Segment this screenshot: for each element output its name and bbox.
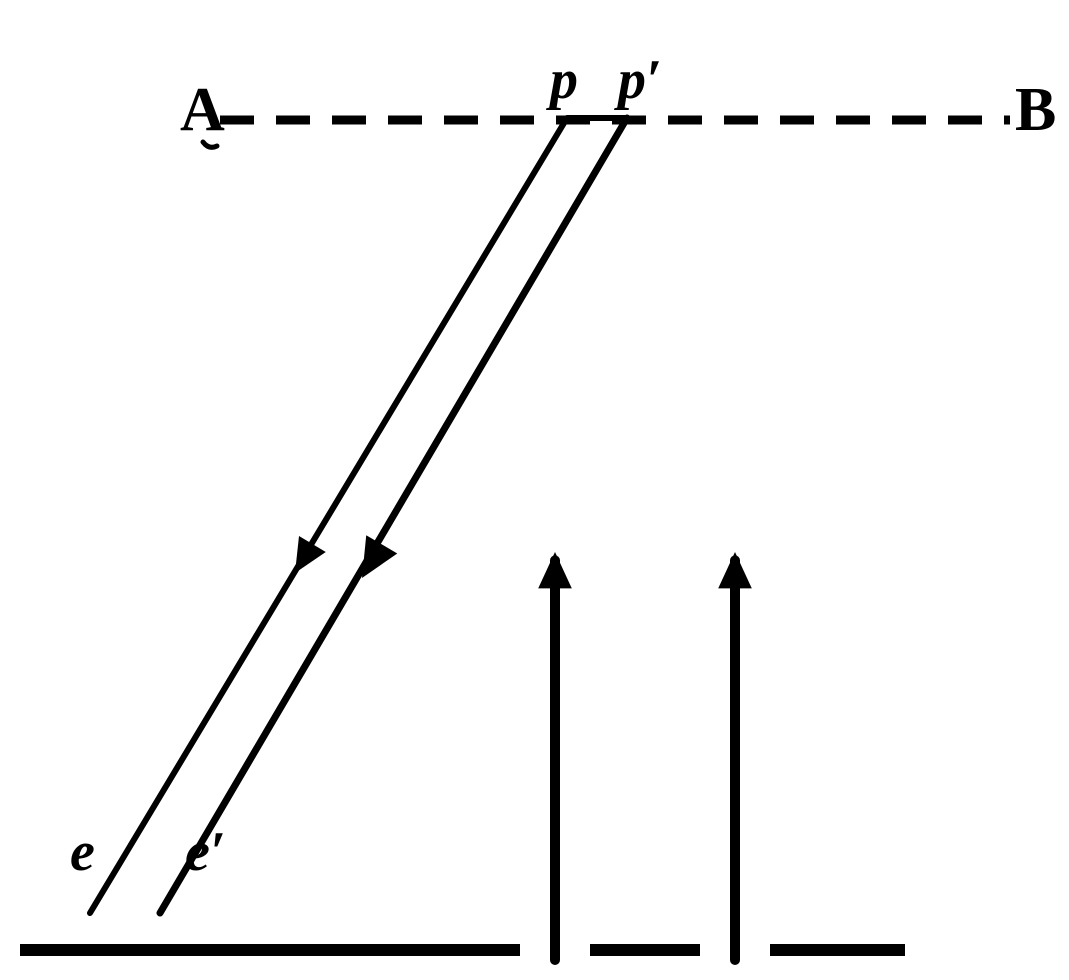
label-A: A	[180, 76, 225, 144]
label-pprime: p′	[614, 49, 662, 111]
label-e: e	[70, 821, 95, 883]
label-B: B	[1015, 76, 1056, 144]
physics-diagram: A Bp p′ e e′	[0, 0, 1069, 980]
label-eprime: e′	[185, 821, 226, 883]
label-p: p	[546, 49, 578, 111]
